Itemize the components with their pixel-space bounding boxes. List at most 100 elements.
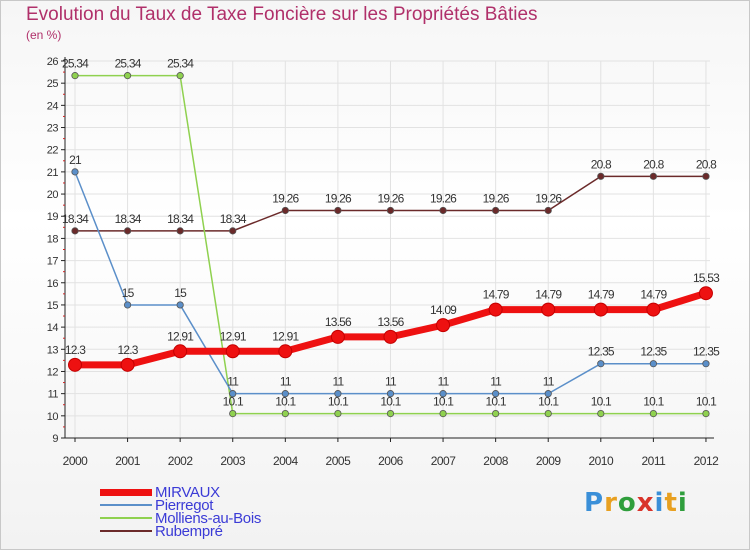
data-point-pierregot bbox=[439, 390, 447, 398]
data-label-molliens-au-bois: 10.1 bbox=[223, 395, 244, 409]
data-point-molliens-au-bois bbox=[334, 410, 342, 418]
data-label-rubempre: 18.34 bbox=[115, 212, 142, 226]
data-point-mirvaux bbox=[436, 318, 451, 333]
legend-swatch-rubempre bbox=[100, 530, 152, 532]
axes: 9 10 11 12 13 14 15 16 17 18 19 20 21 22 23 24 25 26 2000 2… bbox=[47, 56, 720, 468]
data-point-rubempre bbox=[71, 227, 79, 235]
data-label-rubempre: 18.34 bbox=[62, 212, 89, 226]
data-point-molliens-au-bois bbox=[123, 72, 132, 80]
data-point-mirvaux bbox=[225, 344, 240, 359]
data-point-rubempre bbox=[229, 227, 237, 235]
data-point-rubempre bbox=[176, 227, 184, 235]
data-label-molliens-au-bois: 10.1 bbox=[328, 395, 349, 409]
data-point-mirvaux bbox=[646, 302, 661, 317]
data-point-molliens-au-bois bbox=[702, 410, 710, 418]
data-point-rubempre bbox=[281, 206, 289, 215]
y-tick-label: 17 bbox=[47, 256, 59, 268]
y-tick-label: 9 bbox=[52, 433, 58, 445]
legend-label-mirvaux: MIRVAUX bbox=[155, 484, 220, 501]
legend-label-molliens-au-bois: Molliens-au-Bois bbox=[155, 510, 262, 527]
proxiti-logo: Proxiti bbox=[584, 488, 688, 518]
data-label-pierregot: 21 bbox=[69, 153, 82, 167]
data-label-molliens-au-bois: 10.1 bbox=[643, 395, 664, 409]
y-tick-label: 18 bbox=[47, 233, 59, 245]
data-labels: 18.34 18.34 18.34 18.34 19.26 19.26 19.26 19.26… bbox=[62, 57, 721, 409]
data-label-mirvaux: 12.91 bbox=[167, 329, 194, 343]
data-point-rubempre bbox=[649, 172, 657, 180]
x-tick-label: 2005 bbox=[326, 454, 352, 468]
series-group bbox=[68, 72, 713, 418]
data-label-pierregot: 11 bbox=[438, 375, 450, 389]
data-label-rubempre: 20.8 bbox=[696, 157, 717, 171]
data-point-rubempre bbox=[386, 206, 395, 215]
y-tick-label: 23 bbox=[47, 123, 59, 135]
y-tick-label: 13 bbox=[47, 344, 59, 356]
data-point-mirvaux bbox=[488, 302, 503, 317]
unit-label: (en %) bbox=[26, 28, 62, 42]
data-label-molliens-au-bois: 25.34 bbox=[62, 57, 89, 71]
data-label-mirvaux: 13.56 bbox=[377, 315, 404, 329]
data-point-mirvaux bbox=[68, 357, 82, 372]
y-tick-label: 21 bbox=[47, 167, 59, 179]
data-label-rubempre: 19.26 bbox=[377, 191, 404, 205]
legend-label-rubempre: Rubempré bbox=[155, 523, 223, 540]
data-label-mirvaux: 12.91 bbox=[220, 329, 247, 343]
data-label-molliens-au-bois: 25.34 bbox=[167, 57, 194, 71]
data-label-pierregot: 11 bbox=[543, 375, 555, 389]
data-label-mirvaux: 15.53 bbox=[693, 271, 720, 285]
x-tick-label: 2012 bbox=[694, 454, 720, 468]
data-point-mirvaux bbox=[278, 344, 293, 359]
data-point-rubempre bbox=[597, 172, 605, 180]
y-tick-label: 16 bbox=[47, 278, 59, 290]
data-point-pierregot bbox=[386, 390, 395, 398]
y-tick-label: 22 bbox=[47, 145, 59, 157]
data-label-mirvaux: 12.3 bbox=[118, 343, 139, 357]
data-point-molliens-au-bois bbox=[71, 72, 79, 80]
data-label-rubempre: 19.26 bbox=[325, 191, 352, 205]
data-point-rubempre bbox=[123, 227, 132, 235]
data-label-molliens-au-bois: 10.1 bbox=[486, 395, 507, 409]
y-tick-label: 10 bbox=[47, 411, 59, 423]
data-point-pierregot bbox=[544, 390, 552, 398]
x-tick-label: 2010 bbox=[588, 454, 614, 468]
data-point-mirvaux bbox=[541, 302, 556, 317]
data-label-rubempre: 19.26 bbox=[483, 191, 510, 205]
data-point-molliens-au-bois bbox=[229, 410, 237, 418]
y-tick-label: 25 bbox=[47, 78, 59, 90]
data-label-rubempre: 19.26 bbox=[430, 191, 457, 205]
data-point-molliens-au-bois bbox=[281, 410, 289, 418]
y-tick-label: 19 bbox=[47, 211, 59, 223]
data-point-mirvaux bbox=[593, 302, 608, 317]
data-point-pierregot bbox=[334, 390, 342, 398]
data-label-molliens-au-bois: 25.34 bbox=[115, 57, 142, 71]
data-label-pierregot: 12.35 bbox=[693, 345, 720, 359]
x-tick-label: 2011 bbox=[641, 454, 666, 468]
data-label-mirvaux: 14.79 bbox=[588, 288, 615, 302]
data-point-pierregot bbox=[229, 390, 237, 398]
data-point-molliens-au-bois bbox=[492, 410, 500, 418]
data-point-mirvaux bbox=[120, 357, 135, 372]
data-label-mirvaux: 14.79 bbox=[535, 288, 562, 302]
data-point-rubempre bbox=[439, 206, 447, 215]
data-point-pierregot bbox=[597, 360, 605, 368]
data-label-mirvaux: 13.56 bbox=[325, 315, 352, 329]
chart-title: Evolution du Taux de Taxe Foncière sur l… bbox=[26, 4, 538, 25]
data-label-pierregot: 12.35 bbox=[588, 345, 615, 359]
data-label-molliens-au-bois: 10.1 bbox=[433, 395, 454, 409]
data-label-pierregot: 11 bbox=[385, 375, 397, 389]
x-tick-label: 2006 bbox=[378, 454, 404, 468]
data-label-pierregot: 11 bbox=[490, 375, 502, 389]
data-point-pierregot bbox=[649, 360, 657, 368]
y-tick-label: 11 bbox=[48, 389, 59, 401]
data-label-pierregot: 15 bbox=[122, 286, 135, 300]
data-point-rubempre bbox=[334, 206, 342, 215]
data-point-molliens-au-bois bbox=[176, 72, 184, 80]
legend-swatch-pierregot bbox=[100, 504, 152, 506]
data-label-mirvaux: 12.3 bbox=[65, 343, 86, 357]
data-label-rubempre: 20.8 bbox=[591, 157, 612, 171]
data-point-rubempre bbox=[702, 172, 710, 180]
x-tick-label: 2007 bbox=[431, 454, 457, 468]
data-point-molliens-au-bois bbox=[649, 410, 657, 418]
y-tick-label: 12 bbox=[47, 366, 59, 378]
